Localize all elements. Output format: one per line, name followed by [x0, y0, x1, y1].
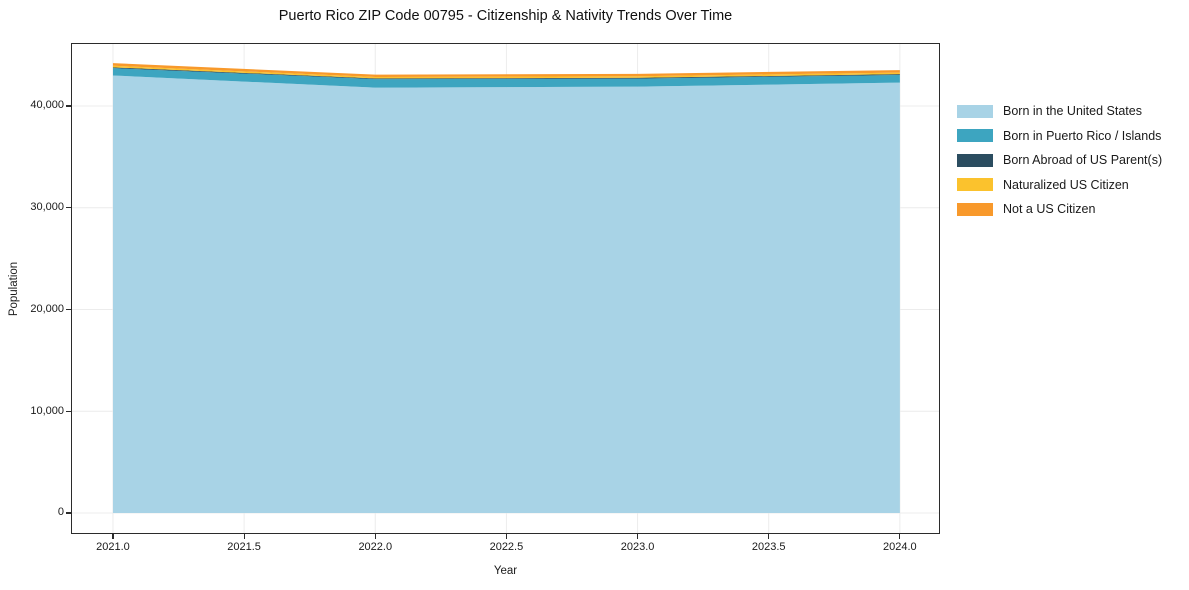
y-axis-label: Population — [8, 261, 20, 317]
legend-swatch — [957, 178, 993, 191]
legend-item: Not a US Citizen — [957, 202, 1162, 216]
area-series-naturalized-us-citizen — [112, 65, 900, 79]
x-tick-label: 2023.5 — [751, 541, 786, 553]
y-tick-mark — [66, 512, 71, 514]
legend: Born in the United States Born in Puerto … — [957, 104, 1162, 216]
y-tick-mark — [66, 105, 71, 107]
x-tick-mark — [112, 534, 114, 539]
legend-swatch — [957, 104, 993, 118]
y-tick-label: 30,000 — [30, 201, 64, 214]
x-tick-label: 2022.5 — [489, 541, 524, 553]
legend-swatch — [957, 129, 993, 142]
y-tick-label: 40,000 — [30, 99, 64, 112]
y-tick-label: 10,000 — [30, 404, 64, 417]
x-tick-mark — [636, 534, 639, 539]
x-tick-label: 2021.0 — [96, 541, 130, 553]
x-tick-mark — [768, 534, 770, 539]
legend-item: Born in Puerto Rico / Islands — [957, 129, 1162, 143]
area-series-born-in-the-united-states — [112, 75, 900, 513]
legend-swatch — [957, 202, 993, 216]
y-tick-mark — [66, 207, 71, 209]
legend-item: Born Abroad of US Parent(s) — [957, 153, 1162, 167]
legend-label: Born in Puerto Rico / Islands — [1003, 128, 1162, 143]
area-series-born-in-puerto-rico-islands — [112, 68, 900, 88]
chart-title: Puerto Rico ZIP Code 00795 - Citizenship… — [278, 8, 733, 24]
x-tick-label: 2021.5 — [227, 541, 261, 553]
legend-swatch — [957, 153, 993, 167]
area-series-not-a-us-citizen — [112, 63, 900, 77]
x-tick-label: 2022.0 — [358, 541, 393, 553]
legend-label: Naturalized US Citizen — [1003, 177, 1129, 192]
x-tick-label: 2023.0 — [620, 541, 655, 553]
x-tick-mark — [899, 534, 901, 539]
legend-label: Not a US Citizen — [1003, 202, 1096, 216]
x-tick-mark — [505, 534, 507, 539]
y-tick-mark — [66, 308, 71, 311]
legend-label: Born in the United States — [1003, 104, 1142, 118]
area-series-born-abroad-of-us-parent-s- — [112, 67, 900, 80]
stacked-area-chart — [71, 43, 940, 534]
y-tick-label: 0 — [57, 506, 64, 519]
x-tick-mark — [374, 534, 376, 539]
y-tick-mark — [66, 410, 71, 412]
x-tick-mark — [243, 534, 245, 539]
legend-label: Born Abroad of US Parent(s) — [1003, 153, 1163, 167]
legend-item: Born in the United States — [957, 104, 1162, 118]
x-axis-label: Year — [493, 565, 518, 577]
x-tick-label: 2024.0 — [883, 541, 917, 553]
legend-item: Naturalized US Citizen — [957, 178, 1162, 192]
y-tick-label: 20,000 — [30, 302, 64, 315]
